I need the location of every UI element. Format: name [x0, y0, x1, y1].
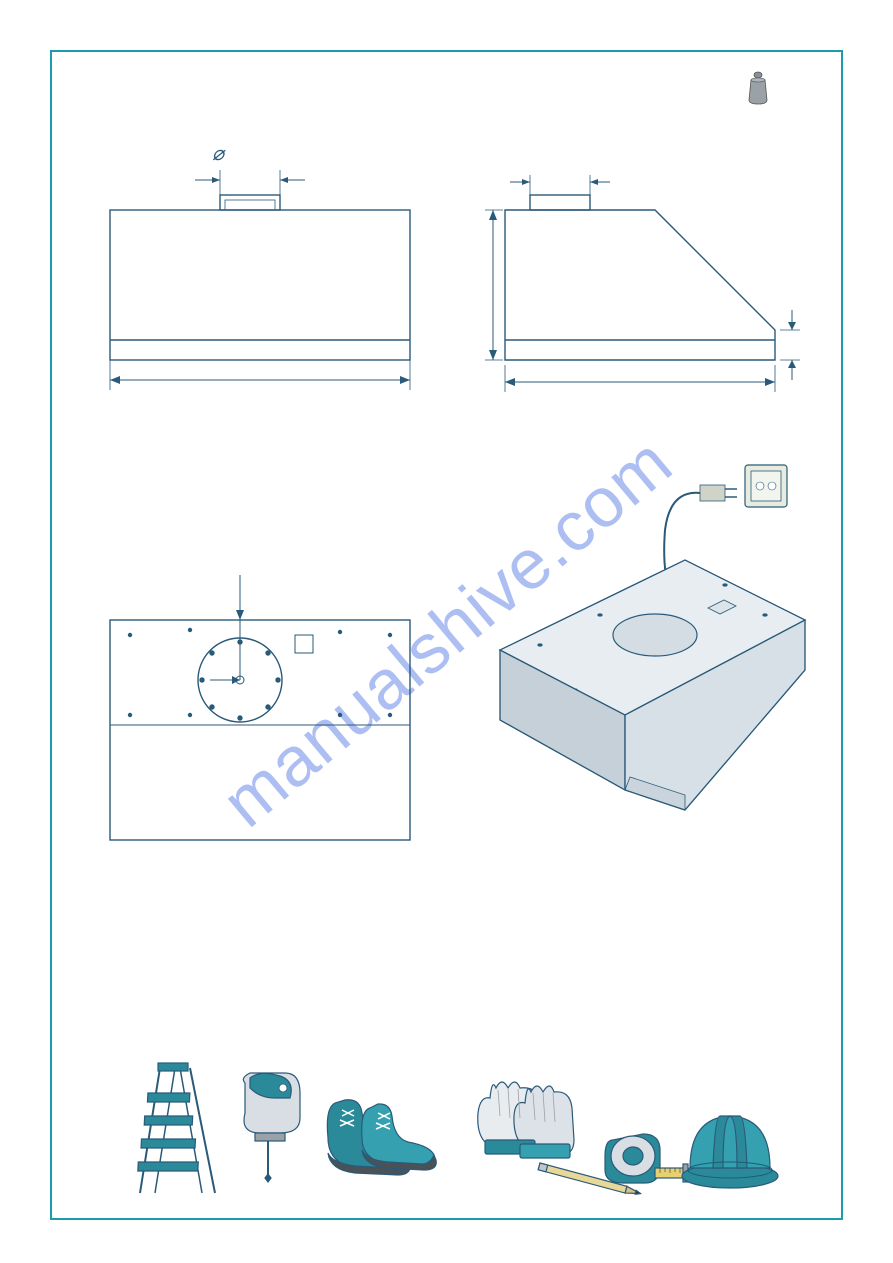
diagram-isometric-view	[440, 450, 840, 850]
hard-hat-icon	[682, 1116, 778, 1188]
diagram-front-view: ⌀	[90, 130, 430, 410]
tape-measure-icon	[605, 1134, 688, 1183]
safety-boots-icon	[327, 1100, 436, 1175]
diagram-side-view	[475, 130, 815, 410]
diagram-top-view	[90, 560, 430, 860]
weight-icon	[743, 70, 773, 105]
svg-text:⌀: ⌀	[212, 143, 226, 165]
gloves-icon	[478, 1082, 574, 1158]
stepladder-icon	[138, 1063, 215, 1193]
wall-outlet-icon	[745, 465, 787, 507]
jigsaw-icon	[243, 1073, 300, 1182]
tools-illustration	[130, 1053, 780, 1203]
